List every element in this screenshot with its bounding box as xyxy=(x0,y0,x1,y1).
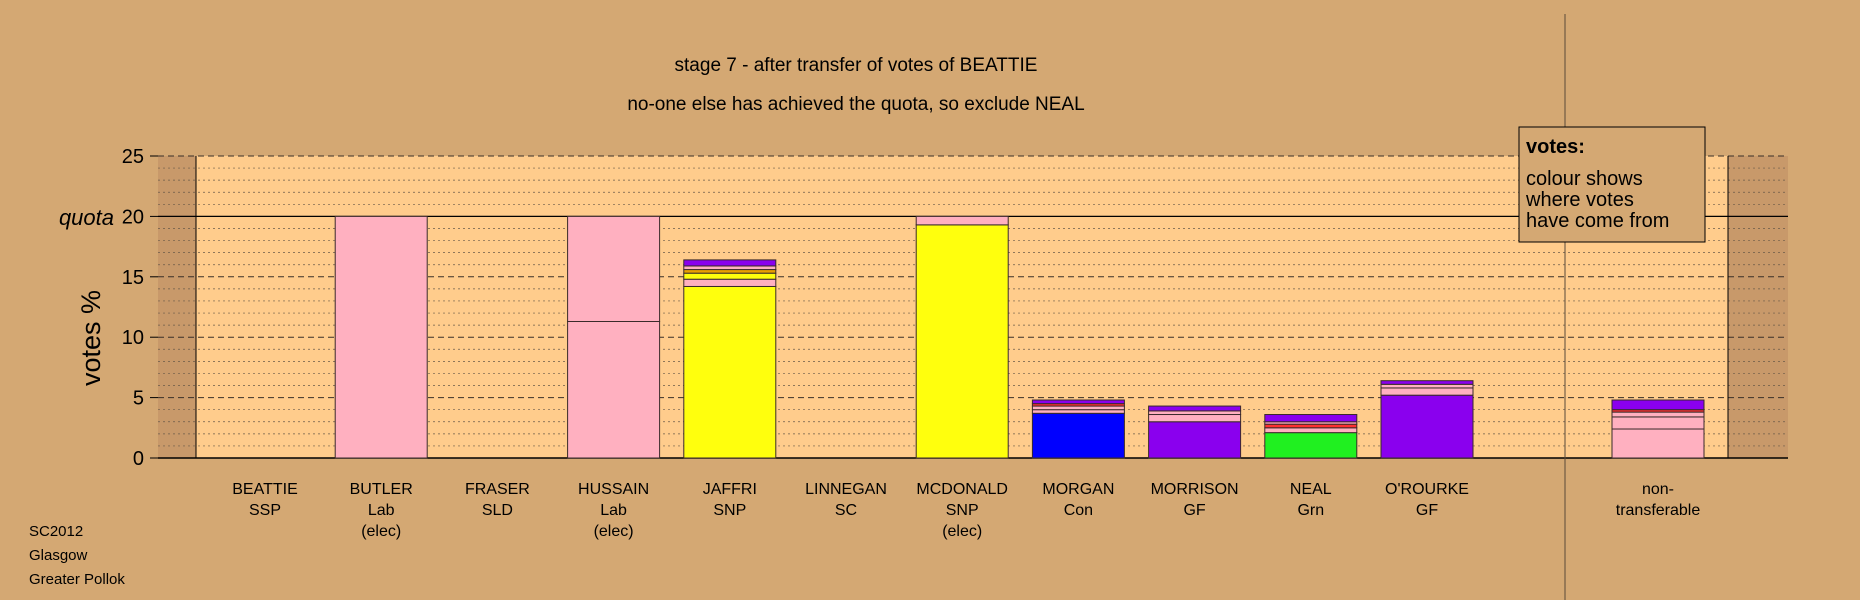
footer-election: SC2012 xyxy=(29,523,83,540)
bar-segment-morgan-2 xyxy=(1031,405,1125,411)
bar-segment-butler-0 xyxy=(334,215,428,459)
x-tick-label: SNP xyxy=(713,502,746,519)
bar-segment-morrison-2 xyxy=(1148,410,1242,416)
footer-ward: Greater Pollok xyxy=(29,571,125,588)
x-tick-label: (elec) xyxy=(594,523,634,540)
legend-line-2: where votes xyxy=(1525,189,1634,211)
bar-segment-hussain-0 xyxy=(567,320,661,459)
plot-left-margin xyxy=(158,156,196,458)
x-tick-label: Grn xyxy=(1297,502,1324,519)
bar-segment-non-4 xyxy=(1611,399,1705,411)
y-axis-label: votes % xyxy=(76,290,106,386)
x-tick-label: Lab xyxy=(368,502,395,519)
x-tick-label: SSP xyxy=(249,502,281,519)
bar-segment-jaffri-2 xyxy=(683,272,777,280)
bar-segment-neal-2 xyxy=(1264,423,1358,429)
x-tick-label: SNP xyxy=(946,502,979,519)
x-tick-label: SLD xyxy=(482,502,513,519)
legend: votes: colour shows where votes have com… xyxy=(1518,126,1706,243)
bar-segment-jaffri-0 xyxy=(683,285,777,459)
bar-segment-morrison-3 xyxy=(1148,405,1242,412)
bar-segment-neal-4 xyxy=(1264,414,1358,423)
bar-segment-morgan-1 xyxy=(1031,409,1125,414)
bar-segment-orourke-1 xyxy=(1380,387,1474,396)
legend-line-3: have come from xyxy=(1526,210,1669,232)
x-tick-label: MORGAN xyxy=(1042,481,1114,498)
x-tick-label: (elec) xyxy=(942,523,982,540)
x-axis-labels: BEATTIE SSP BUTLER Lab (elec) FRASER SLD HUSSAI… xyxy=(232,481,1700,540)
bar-segment-morrison-1 xyxy=(1148,414,1242,423)
bar-segment-jaffri-4 xyxy=(683,265,777,271)
y-tick-label: 5 xyxy=(133,388,144,410)
x-tick-label: MCDONALD xyxy=(916,481,1008,498)
x-tick-label: MORRISON xyxy=(1151,481,1239,498)
bar-segment-non-2 xyxy=(1611,411,1705,418)
x-tick-label: O'ROURKE xyxy=(1385,481,1469,498)
x-tick-label: (elec) xyxy=(361,523,401,540)
bar-segment-mcdonald-0 xyxy=(915,224,1009,459)
x-tick-label: FRASER xyxy=(465,481,530,498)
bar-segment-morgan-0 xyxy=(1031,412,1125,459)
x-tick-label: LINNEGAN xyxy=(805,481,887,498)
x-tick-label: transferable xyxy=(1616,502,1701,519)
x-tick-label: GF xyxy=(1416,502,1438,519)
bar-segment-morrison-0 xyxy=(1148,421,1242,459)
y-tick-label: 15 xyxy=(122,267,144,289)
plot-right-margin xyxy=(1728,156,1788,458)
bar-segment-non-0 xyxy=(1611,428,1705,459)
footer-council: Glasgow xyxy=(29,547,88,564)
x-tick-label: BEATTIE xyxy=(232,481,298,498)
legend-box xyxy=(1518,126,1706,243)
bar-segment-non-1 xyxy=(1611,416,1705,430)
x-tick-label: JAFFRI xyxy=(703,481,757,498)
bar-segment-jaffri-3 xyxy=(683,269,777,274)
y-tick-label: 10 xyxy=(122,327,144,349)
bar-segment-morgan-4 xyxy=(1031,399,1125,405)
bar-segment-hussain-1 xyxy=(567,215,661,322)
bar-segment-orourke-0 xyxy=(1380,394,1474,459)
x-tick-label: GF xyxy=(1183,502,1205,519)
y-tick-label: 20 xyxy=(122,206,144,228)
chart-subtitle: no-one else has achieved the quota, so e… xyxy=(627,94,1084,115)
bars xyxy=(334,215,1705,459)
bar-segment-orourke-3 xyxy=(1380,380,1474,385)
bar-segment-mcdonald-1 xyxy=(915,215,1009,226)
quota-label: quota xyxy=(59,205,114,230)
x-tick-label: Lab xyxy=(600,502,627,519)
y-axis: 0 5 10 15 20 25 xyxy=(122,146,158,470)
x-tick-label: Con xyxy=(1064,502,1093,519)
x-tick-label: BUTLER xyxy=(350,481,413,498)
x-tick-label: NEAL xyxy=(1290,481,1332,498)
y-tick-label: 25 xyxy=(122,146,144,168)
bar-segment-jaffri-5 xyxy=(683,259,777,267)
bar-segment-jaffri-1 xyxy=(683,278,777,287)
x-tick-label: HUSSAIN xyxy=(578,481,649,498)
legend-line-1: colour shows xyxy=(1526,168,1643,190)
legend-title: votes: xyxy=(1526,136,1585,158)
bar-segment-neal-1 xyxy=(1264,427,1358,434)
bar-segment-neal-0 xyxy=(1264,432,1358,459)
bar-segment-orourke-2 xyxy=(1380,383,1474,389)
y-tick-label: 0 xyxy=(133,448,144,470)
x-tick-label: non- xyxy=(1642,481,1674,498)
chart-title: stage 7 - after transfer of votes of BEA… xyxy=(675,55,1038,76)
x-tick-label: SC xyxy=(835,502,857,519)
